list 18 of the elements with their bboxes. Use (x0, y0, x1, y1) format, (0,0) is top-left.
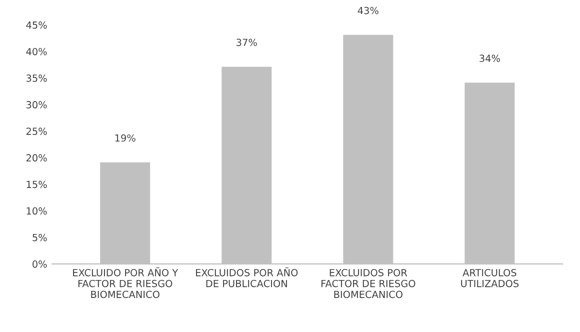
y-tick-label: 25% (26, 128, 47, 135)
x-tick-label: EXCLUIDO POR AÑO Y FACTOR DE RIESGO BIOMECANICO (73, 267, 178, 298)
y-tick-label: 15% (26, 180, 47, 188)
data-label: 37% (236, 38, 257, 46)
y-tick-label: 0% (32, 260, 47, 268)
y-tick-label: 45% (26, 21, 47, 29)
data-label: 43% (358, 6, 378, 14)
data-label: 34% (480, 54, 500, 62)
x-tick-label: EXCLUIDOS POR FACTOR DE RIESGO BIOMECANICO (321, 268, 416, 298)
y-tick-label: 10% (26, 207, 47, 215)
x-tick-label: EXCLUIDOS POR AÑO DE PUBLICACION (196, 267, 298, 288)
y-tick-label: 35% (26, 74, 47, 82)
y-tick-label: 5% (32, 234, 47, 242)
x-tick-label: ARTICULOS UTILIZADOS (461, 268, 519, 288)
y-tick-label: 30% (26, 101, 47, 108)
y-tick-label: 20% (26, 154, 47, 162)
data-label: 19% (115, 134, 136, 142)
y-tick-label: 40% (26, 48, 47, 56)
